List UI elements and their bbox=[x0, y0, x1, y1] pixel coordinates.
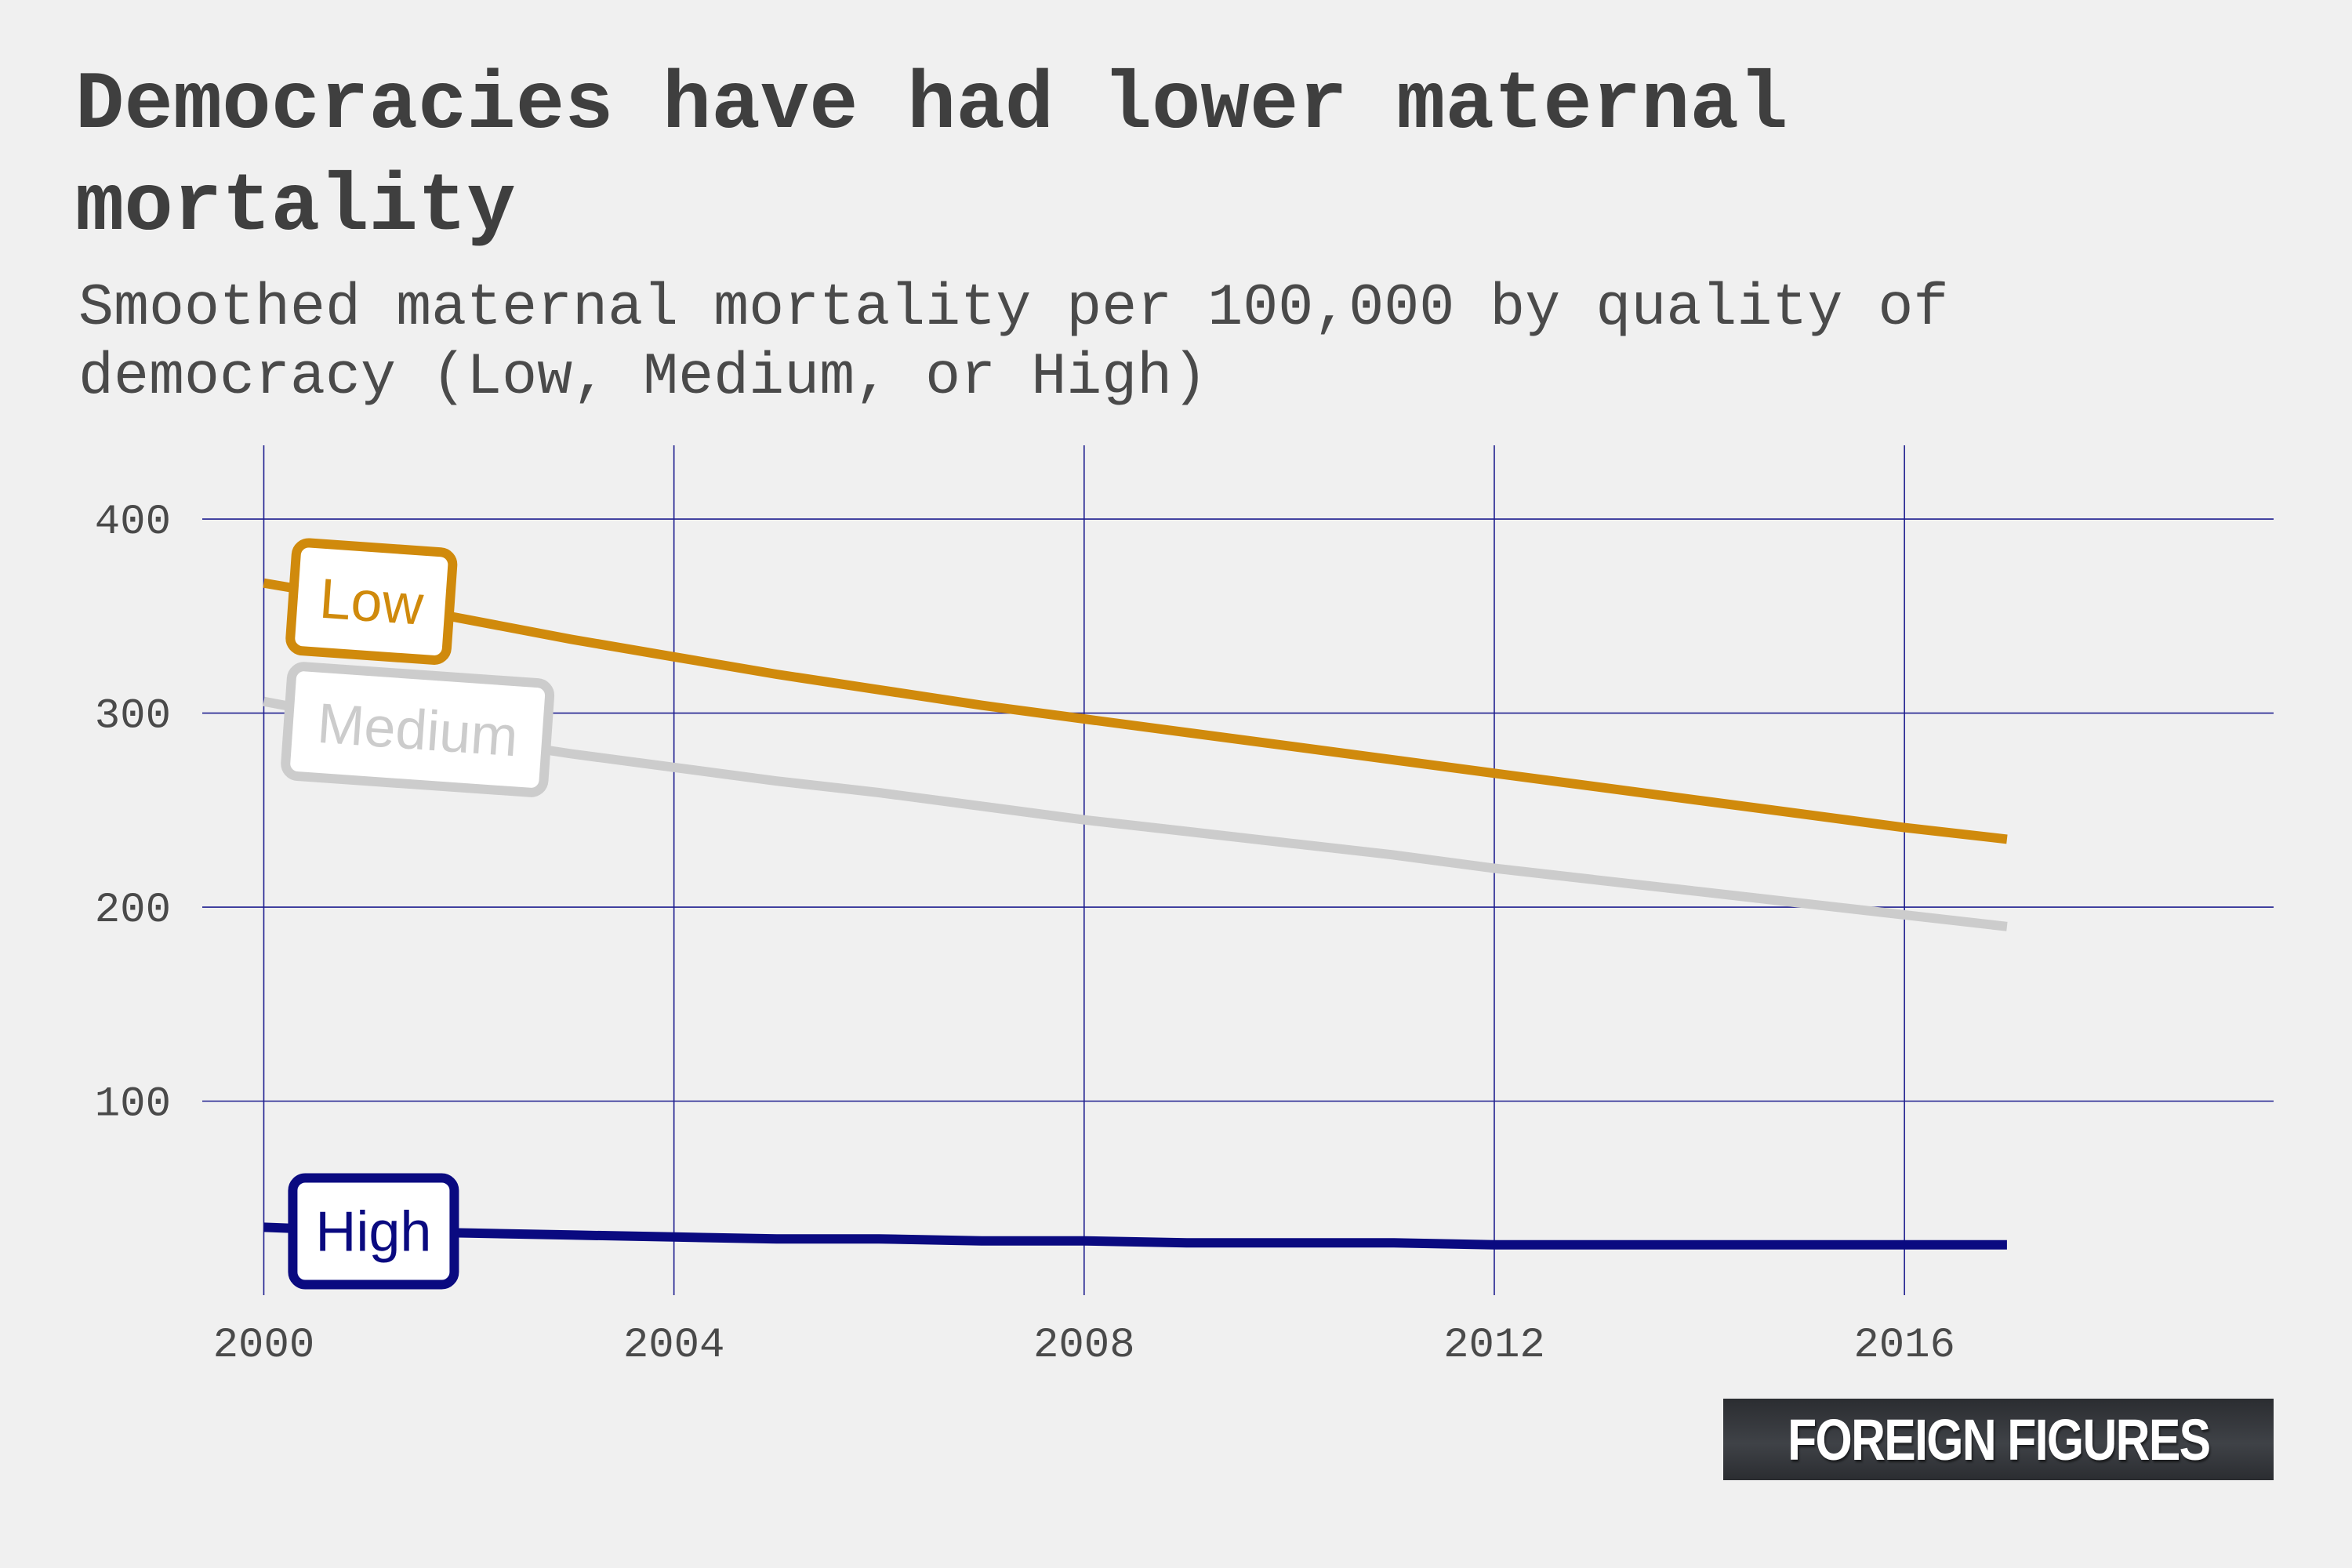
series-line-high bbox=[263, 1222, 2007, 1250]
series-labels: Low Medium High bbox=[281, 538, 555, 1290]
y-tick-label: 300 bbox=[95, 693, 171, 741]
series-label-high: High bbox=[288, 1173, 459, 1290]
x-tick-label: 2000 bbox=[213, 1322, 315, 1370]
brand-text: FOREIGN FIGURES bbox=[1787, 1406, 2211, 1472]
axis-ticks: 2000 2004 2008 2012 2016 100 200 300 400 bbox=[95, 499, 1955, 1370]
grid bbox=[202, 445, 2274, 1295]
series-line-medium bbox=[263, 696, 2008, 931]
series-label-box bbox=[285, 538, 458, 665]
series-label-text: Low bbox=[318, 568, 426, 637]
series-label-text: Medium bbox=[315, 692, 520, 769]
x-tick-label: 2004 bbox=[623, 1322, 725, 1370]
y-tick-label: 400 bbox=[95, 499, 171, 546]
y-tick-label: 100 bbox=[95, 1081, 171, 1129]
series-label-box bbox=[281, 662, 555, 797]
x-tick-label: 2008 bbox=[1033, 1322, 1135, 1370]
chart-title: Democracies have had lower maternal mort… bbox=[75, 60, 1788, 254]
chart-subtitle: Smoothed maternal mortality per 100,000 … bbox=[78, 275, 1949, 411]
brand-logo: FOREIGN FIGURES bbox=[1723, 1399, 2274, 1480]
series-label-text: High bbox=[315, 1201, 431, 1264]
x-tick-label: 2012 bbox=[1443, 1322, 1545, 1370]
series-label-low: Low bbox=[285, 538, 458, 665]
x-tick-label: 2016 bbox=[1853, 1322, 1955, 1370]
y-tick-label: 200 bbox=[95, 887, 171, 935]
series-lines bbox=[263, 578, 2008, 1250]
series-label-medium: Medium bbox=[281, 662, 555, 797]
series-line-low bbox=[263, 578, 2008, 844]
series-label-box bbox=[288, 1173, 459, 1290]
